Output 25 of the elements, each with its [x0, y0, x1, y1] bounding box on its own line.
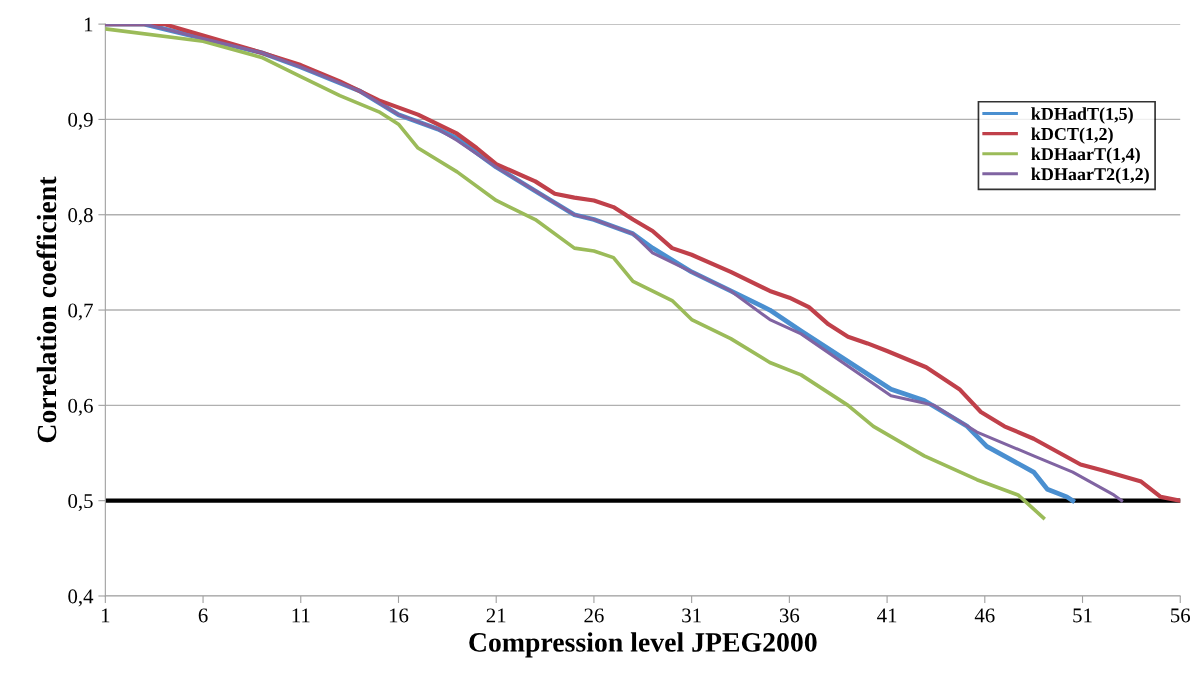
x-tick-label: 31 [682, 608, 701, 623]
y-tick-label: 0,7 [68, 303, 93, 321]
y-axis-title: Correlation coefficient [36, 176, 57, 443]
y-tick-label: 0,5 [68, 494, 93, 512]
legend-label: kDHadT(1,5) [1031, 107, 1133, 124]
x-tick-label: 26 [584, 608, 604, 623]
x-tick-label: 21 [486, 608, 506, 623]
x-tick-label: 46 [974, 608, 995, 623]
x-tick-label: 41 [877, 608, 897, 623]
y-tick-label: 0,9 [68, 112, 93, 130]
x-tick-label: 11 [292, 608, 310, 623]
x-tick-label: 51 [1073, 608, 1092, 623]
x-tick-label: 1 [101, 608, 110, 623]
legend-label: kDHaarT2(1,2) [1031, 167, 1149, 184]
x-axis-title: Compression level JPEG2000 [469, 632, 817, 658]
x-tick-label: 36 [779, 608, 800, 623]
x-tick-label: 16 [389, 608, 409, 623]
x-tick-label: 6 [198, 608, 208, 623]
x-tick-label: 56 [1171, 608, 1191, 623]
legend-label: kDCT(1,2) [1031, 127, 1113, 144]
y-tick-label: 0,6 [68, 398, 93, 416]
y-tick-label: 1 [84, 17, 93, 32]
y-tick-label: 0,8 [68, 208, 93, 226]
y-tick-label: 0,4 [68, 589, 94, 607]
legend-label: kDHaarT(1,4) [1031, 147, 1140, 164]
